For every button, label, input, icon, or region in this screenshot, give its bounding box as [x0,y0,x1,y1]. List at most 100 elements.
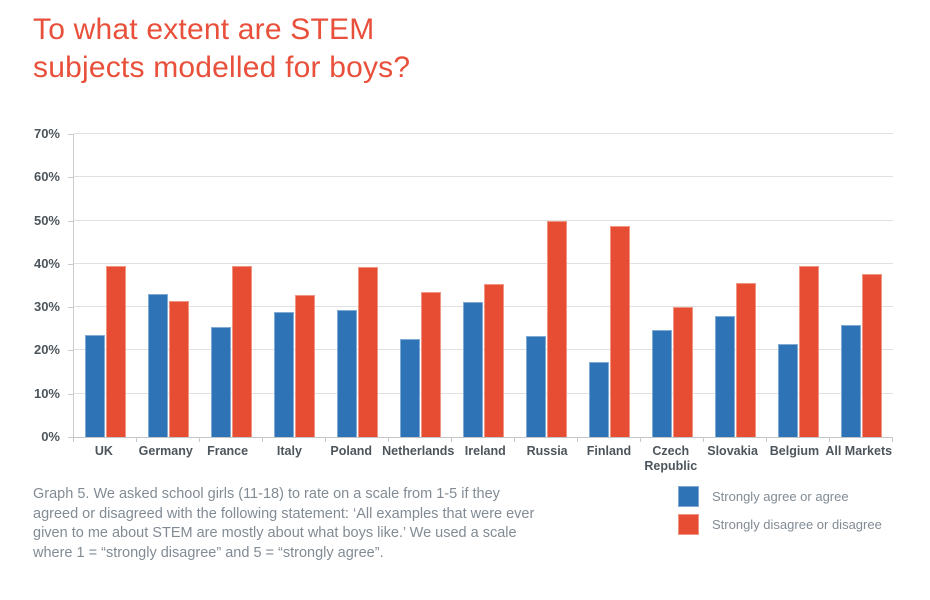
x-axis-labels: UK Germany France Italy Poland Netherlands Ire… [73,444,892,474]
y-tick-label-50: 50% [33,212,60,228]
x-tick-6 [451,437,452,442]
y-tick-label-40: 40% [33,255,60,271]
bar-agree-poland [337,310,357,437]
bar-disagree-netherlands [421,292,441,437]
bar-agree-finland [589,361,609,437]
x-label-italy: Italy [276,444,302,458]
x-tick-7 [514,437,515,442]
caption-line-2: agreed or disagreed with the following s… [33,505,535,522]
x-tick-1 [136,437,137,442]
caption-line-3: given to me about STEM are mostly about … [33,525,517,541]
x-tick-11 [766,437,767,442]
gridline-70 [74,133,893,134]
x-label-finland: Finland [586,444,632,458]
bar-group-all-markets [830,134,893,437]
gridline-20 [74,349,893,351]
x-tick-10 [703,437,704,442]
legend-label-agree: Strongly agree or agree [712,489,849,504]
y-tick-70 [68,134,73,135]
bar-group-italy [263,134,326,437]
bar-disagree-russia [547,220,567,437]
bar-group-france [200,134,263,437]
legend-label-disagree: Strongly disagree or disagree [712,517,882,532]
x-label-russia: Russia [526,444,568,458]
bar-agree-germany [148,293,168,437]
y-tick-label-30: 30% [33,299,60,315]
caption-line-1: Graph 5. We asked school girls (11-18) t… [33,486,500,502]
bar-disagree-poland [358,266,378,437]
x-tick-13 [892,437,893,442]
bar-group-finland [578,134,641,437]
x-label-belgium: Belgium [769,444,820,458]
y-tick-40 [68,263,73,265]
bar-disagree-ireland [484,284,504,437]
bar-agree-netherlands [400,339,420,437]
bar-agree-uk [85,334,105,437]
bar-group-germany [137,134,200,437]
x-label-france: France [207,444,249,458]
x-tick-3 [262,437,263,442]
bar-agree-italy [274,312,294,437]
x-label-uk: UK [94,444,113,458]
x-label-slovakia: Slovakia [707,444,758,458]
bar-disagree-all-markets [862,273,882,437]
chart-title: To what extent are STEM subjects modelle… [33,11,410,87]
gridline-50 [74,219,893,221]
bar-agree-france [211,327,231,437]
x-tick-0 [73,437,74,442]
y-tick-label-70: 70% [33,126,60,141]
x-label-poland: Poland [330,444,373,458]
chart-caption: Graph 5. We asked school girls (11-18) t… [33,485,534,563]
x-tick-4 [325,437,326,442]
x-label-ireland: Ireland [464,444,506,458]
y-tick-label-0: 0% [41,429,60,444]
x-tick-2 [199,437,200,442]
bar-disagree-germany [169,300,189,437]
x-label-germany: Germany [138,444,193,458]
y-tick-60 [68,177,73,179]
chart-title-line-1: To what extent are STEM [33,13,375,46]
y-tick-30 [68,307,73,309]
bar-disagree-finland [610,226,630,437]
bar-disagree-uk [106,265,126,437]
chart-legend: Strongly agree or agree Strongly disagre… [678,486,882,542]
chart-title-line-2: subjects modelled for boys? [33,51,411,84]
bar-group-czech-republic [641,134,704,437]
bar-group-ireland [452,134,515,437]
y-tick-10 [68,393,73,395]
y-tick-label-60: 60% [33,169,60,185]
bar-disagree-czech-republic [673,306,693,437]
gridline-60 [74,176,893,178]
y-tick-20 [68,350,73,352]
bar-group-belgium [767,134,830,437]
bar-agree-czech-republic [652,330,672,437]
bar-agree-russia [526,335,546,437]
bar-disagree-france [232,265,252,437]
bar-group-slovakia [704,134,767,437]
bar-groups [74,134,893,437]
x-label-czech-republic: Czech Republic [644,444,698,473]
bar-agree-all-markets [841,324,861,437]
plot-area [73,133,893,438]
bar-group-netherlands [389,134,452,437]
bar-group-russia [515,134,578,437]
x-tick-12 [829,437,830,442]
y-tick-50 [68,220,73,222]
x-label-all-markets: All Markets [825,444,893,458]
bar-agree-slovakia [715,316,735,437]
y-tick-label-10: 10% [33,385,60,401]
legend-item-disagree: Strongly disagree or disagree [678,514,882,535]
bar-disagree-italy [295,294,315,437]
x-tick-8 [577,437,578,442]
y-tick-label-20: 20% [33,342,60,358]
x-tick-5 [388,437,389,442]
x-label-netherlands: Netherlands [382,444,455,458]
gridline-10 [74,392,893,394]
y-tick-0 [68,437,73,438]
bar-group-poland [326,134,389,437]
bar-group-uk [74,134,137,437]
bar-agree-ireland [463,301,483,437]
gridline-40 [74,262,893,264]
